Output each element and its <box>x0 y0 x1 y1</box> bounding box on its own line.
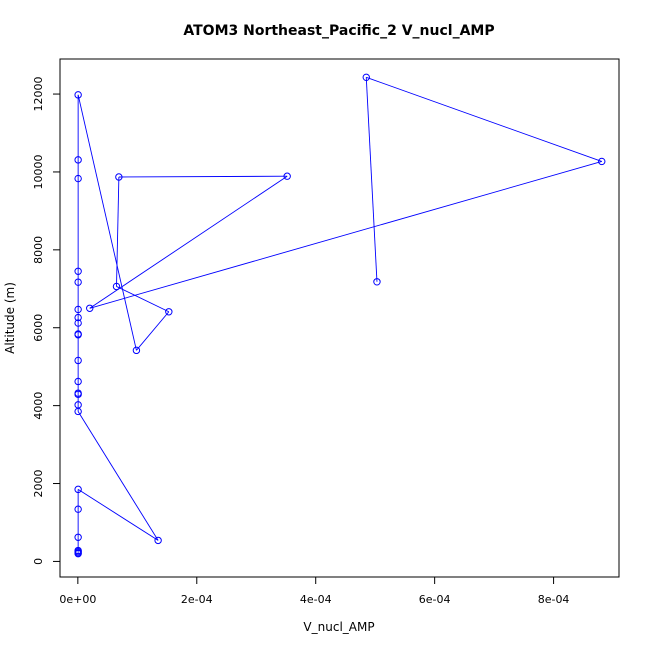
data-point <box>74 305 82 314</box>
data-point <box>74 401 82 409</box>
x-axis-label: V_nucl_AMP <box>303 620 374 634</box>
data-point <box>74 533 82 541</box>
x-tick-label: 8e-04 <box>538 593 570 606</box>
y-axis-label: Altitude (m) <box>3 282 17 354</box>
series-segment <box>77 94 137 351</box>
series-segment <box>118 175 288 178</box>
y-tick-label: 2000 <box>32 470 45 498</box>
series-segment <box>77 488 159 541</box>
data-point <box>598 157 606 166</box>
data-point <box>86 304 94 312</box>
data-point <box>74 156 82 164</box>
data-point <box>74 319 82 327</box>
data-point <box>74 91 82 99</box>
series-segment <box>366 76 602 162</box>
x-tick-label: 2e-04 <box>181 593 213 606</box>
y-tick-label: 4000 <box>32 392 45 420</box>
data-point <box>373 278 381 286</box>
y-tick-label: 8000 <box>32 236 45 264</box>
series-segment <box>116 286 170 313</box>
x-tick-label: 6e-04 <box>419 593 451 606</box>
data-point <box>74 174 82 183</box>
data-point <box>74 389 82 397</box>
data-point <box>74 313 82 322</box>
series-segment <box>116 177 120 287</box>
data-point <box>74 330 82 338</box>
y-tick-label: 12000 <box>32 77 45 112</box>
data-point <box>74 485 82 494</box>
series-segment <box>77 411 159 541</box>
data-point <box>112 282 121 291</box>
series-segment <box>89 160 602 309</box>
data-point <box>132 346 141 355</box>
data-point <box>362 73 370 82</box>
data-point <box>283 172 291 180</box>
series-segment <box>365 77 378 282</box>
y-tick-label: 6000 <box>32 314 45 342</box>
data-point <box>74 267 82 275</box>
data-point <box>154 536 162 545</box>
chart-title: ATOM3 Northeast_Pacific_2 V_nucl_AMP <box>183 23 494 39</box>
series-segment <box>136 311 170 351</box>
data-point <box>74 546 82 555</box>
x-tick-label: 4e-04 <box>300 593 332 606</box>
y-tick-label: 0 <box>32 558 45 565</box>
data-point <box>74 505 82 513</box>
data-point <box>165 308 173 316</box>
x-axis: 0e+00 2e-04 4e-04 6e-04 8e-04 <box>59 576 570 606</box>
data-point <box>74 356 82 365</box>
data-point <box>74 377 82 386</box>
series-segment <box>89 175 288 309</box>
y-tick-label: 10000 <box>32 154 45 189</box>
data-point <box>74 278 82 286</box>
series-points <box>74 73 606 558</box>
x-tick-label: 0e+00 <box>59 593 96 606</box>
data-point <box>115 173 123 181</box>
plot-frame <box>59 58 620 578</box>
